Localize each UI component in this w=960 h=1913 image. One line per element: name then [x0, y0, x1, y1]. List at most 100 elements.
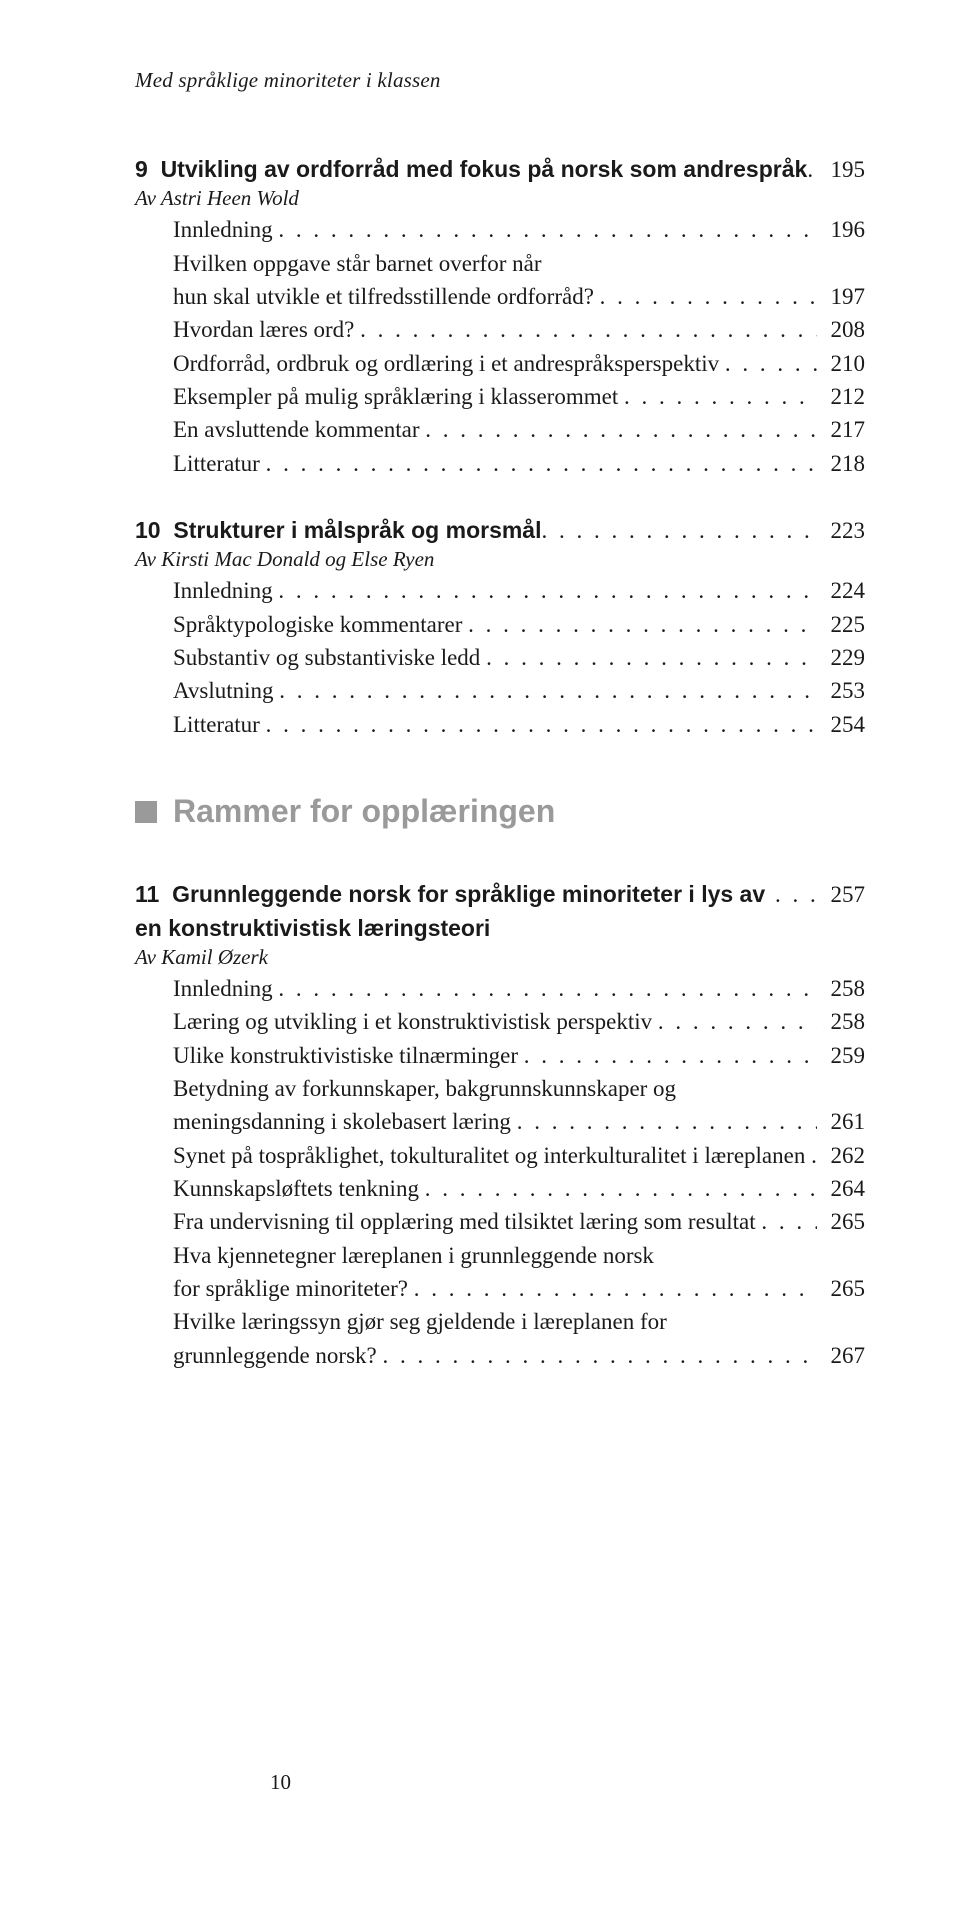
toc-entry-label: Hvilke læringssyn gjør seg gjeldende i l… [173, 1305, 667, 1338]
toc-entry-page: 253 [817, 674, 866, 707]
toc-entry-continuation: Hvilken oppgave står barnet overfor når [135, 247, 865, 280]
toc-entry-page: 196 [817, 213, 866, 246]
dot-leader: . . . . . . . . . . . . . . . . . . . . … [524, 1039, 817, 1072]
toc-entry-page: 265 [817, 1205, 866, 1238]
toc-entry-page: 259 [817, 1039, 866, 1072]
dot-leader: . . . . . . . . . . . . . . . . . . . . … [414, 1272, 817, 1305]
toc-entry-label: Litteratur [173, 708, 266, 741]
toc-entry-page: 262 [817, 1139, 866, 1172]
toc-entry-page: 258 [817, 1005, 866, 1038]
dot-leader: . . . . . . . . . . . . . . . . . . . . … [486, 641, 816, 674]
dot-leader: . . . . . . . . . . . . . . . . . . . . … [278, 213, 816, 246]
chapter-10-title-row: 10 Strukturer i målspråk og morsmål . . … [135, 514, 865, 547]
dot-leader: . . . . . . . . . . . . . . . . . . . . … [468, 608, 816, 641]
dot-leader: . . . . . . . . . . . . . . . . . . . . … [383, 1339, 817, 1372]
chapter-11-title: 11 Grunnleggende norsk for språklige min… [135, 878, 775, 945]
toc-entry: Litteratur . . . . . . . . . . . . . . .… [135, 447, 865, 480]
toc-entry-label: Betydning av forkunnskaper, bakgrunnskun… [173, 1072, 676, 1105]
toc-entry-label: Innledning [173, 213, 278, 246]
toc-entry-label: grunnleggende norsk? [173, 1339, 383, 1372]
running-head: Med språklige minoriteter i klassen [135, 68, 865, 93]
dot-leader: . . . . . . . . . . . . . . . . . . . . … [542, 514, 817, 547]
toc-entry-page: 210 [817, 347, 866, 380]
toc-entry-label: Innledning [173, 972, 278, 1005]
toc-entry: Hvordan læres ord? . . . . . . . . . . .… [135, 313, 865, 346]
toc-entry-label: meningsdanning i skolebasert læring [173, 1105, 517, 1138]
toc-entry-label: Innledning [173, 574, 278, 607]
dot-leader: . . . . . . . . . . . . . . . . . . . . … [279, 674, 816, 707]
toc-entry-page: 229 [817, 641, 866, 674]
toc-entry: Innledning . . . . . . . . . . . . . . .… [135, 213, 865, 246]
toc-entry-continuation: Betydning av forkunnskaper, bakgrunnskun… [135, 1072, 865, 1105]
dot-leader: . . . . . . . . . . . . . . . . . . . . … [266, 708, 817, 741]
toc-entry-page: 224 [817, 574, 866, 607]
toc-entry-page: 225 [817, 608, 866, 641]
toc-entry: Avslutning . . . . . . . . . . . . . . .… [135, 674, 865, 707]
dot-leader: . . . . . . . . . . . . . . . . . . . . … [278, 972, 816, 1005]
toc-entry: Innledning . . . . . . . . . . . . . . .… [135, 972, 865, 1005]
toc-entry-label: Kunnskapsløftets tenkning [173, 1172, 425, 1205]
chapter-9-author: Av Astri Heen Wold [135, 186, 865, 211]
toc-entry-label: Fra undervisning til opplæring med tilsi… [173, 1205, 761, 1238]
chapter-10-entries: Innledning . . . . . . . . . . . . . . .… [135, 574, 865, 741]
toc-entry-label: Ulike konstruktivistiske tilnærminger [173, 1039, 524, 1072]
toc-entry-label: for språklige minoriteter? [173, 1272, 414, 1305]
toc-entry-label: Hva kjennetegner læreplanen i grunnlegge… [173, 1239, 654, 1272]
toc-entry-page: 212 [817, 380, 866, 413]
toc-entry: Innledning . . . . . . . . . . . . . . .… [135, 574, 865, 607]
toc-entry: Synet på tospråklighet, tokulturalitet o… [135, 1139, 865, 1172]
toc-entry: Språktypologiske kommentarer . . . . . .… [135, 608, 865, 641]
dot-leader: . . . . . . . . . . . . . . . . . . . . … [725, 347, 817, 380]
toc-entry-page: 197 [817, 280, 866, 313]
toc-entry-label: Ordforråd, ordbruk og ordlæring i et and… [173, 347, 725, 380]
toc-entry-page: 265 [817, 1272, 866, 1305]
toc-entry-page: 254 [817, 708, 866, 741]
dot-leader: . . . . . . . . . . . . . . . . . . . . … [658, 1005, 817, 1038]
toc-entry: Læring og utvikling i et konstruktivisti… [135, 1005, 865, 1038]
chapter-9-title: 9 Utvikling av ordforråd med fokus på no… [135, 153, 807, 186]
toc-entry: Kunnskapsløftets tenkning . . . . . . . … [135, 1172, 865, 1205]
chapter-11-title-row: 11 Grunnleggende norsk for språklige min… [135, 878, 865, 945]
toc-entry-page: 218 [817, 447, 866, 480]
section-heading: Rammer for opplæringen [135, 793, 865, 830]
toc-entry-label: Avslutning [173, 674, 279, 707]
toc-entry-label: Språktypologiske kommentarer [173, 608, 468, 641]
dot-leader: . . . . . . . . . . . . . . . . . . . . … [266, 447, 817, 480]
toc-entry: Ulike konstruktivistiske tilnærminger . … [135, 1039, 865, 1072]
chapter-9-entries: Innledning . . . . . . . . . . . . . . .… [135, 213, 865, 480]
page-number: 10 [270, 1770, 291, 1795]
toc-entry-label: Substantiv og substantiviske ledd [173, 641, 486, 674]
dot-leader: . . . . . . . . . . . . . . . . . . . . … [624, 380, 817, 413]
toc-entry: hun skal utvikle et tilfredsstillende or… [135, 280, 865, 313]
toc-entry-continuation: Hvilke læringssyn gjør seg gjeldende i l… [135, 1305, 865, 1338]
toc-entry-label: Litteratur [173, 447, 266, 480]
dot-leader: . . . . . . . . . . . . . . . . . . . . … [278, 574, 816, 607]
dot-leader: . . . . . . . . . . . . . . . . . . . . … [600, 280, 817, 313]
square-bullet-icon [135, 801, 157, 823]
toc-entry-label: hun skal utvikle et tilfredsstillende or… [173, 280, 600, 313]
toc-entry-page: 217 [817, 413, 866, 446]
chapter-11-entries: Innledning . . . . . . . . . . . . . . .… [135, 972, 865, 1372]
toc-entry-continuation: Hva kjennetegner læreplanen i grunnlegge… [135, 1239, 865, 1272]
dot-leader: . . . . . . . . . . . . . . . . . . . . … [775, 878, 817, 911]
dot-leader: . . . . . . . . . . . . . . . . . . . . … [517, 1105, 817, 1138]
toc-entry-page: 267 [817, 1339, 866, 1372]
dot-leader: . . . . . . . . . . . . . . . . . . . . … [761, 1205, 816, 1238]
chapter-10-page: 223 [817, 514, 866, 547]
toc-entry: En avsluttende kommentar . . . . . . . .… [135, 413, 865, 446]
chapter-9-page: 195 [817, 153, 866, 186]
toc-entry-label: Hvordan læres ord? [173, 313, 360, 346]
toc-entry-page: 261 [817, 1105, 866, 1138]
toc-entry: Fra undervisning til opplæring med tilsi… [135, 1205, 865, 1238]
toc-entry: Litteratur . . . . . . . . . . . . . . .… [135, 708, 865, 741]
toc-entry: Ordforråd, ordbruk og ordlæring i et and… [135, 347, 865, 380]
toc-entry-page: 264 [817, 1172, 866, 1205]
dot-leader: . . . . . . . . . . . . . . . . . . . . … [425, 1172, 817, 1205]
toc-entry-page: 208 [817, 313, 866, 346]
toc-entry-label: Læring og utvikling i et konstruktivisti… [173, 1005, 658, 1038]
toc-entry: grunnleggende norsk? . . . . . . . . . .… [135, 1339, 865, 1372]
toc-entry-label: En avsluttende kommentar [173, 413, 425, 446]
chapter-11-page: 257 [817, 878, 866, 911]
toc-entry-label: Hvilken oppgave står barnet overfor når [173, 247, 542, 280]
chapter-10-author: Av Kirsti Mac Donald og Else Ryen [135, 547, 865, 572]
